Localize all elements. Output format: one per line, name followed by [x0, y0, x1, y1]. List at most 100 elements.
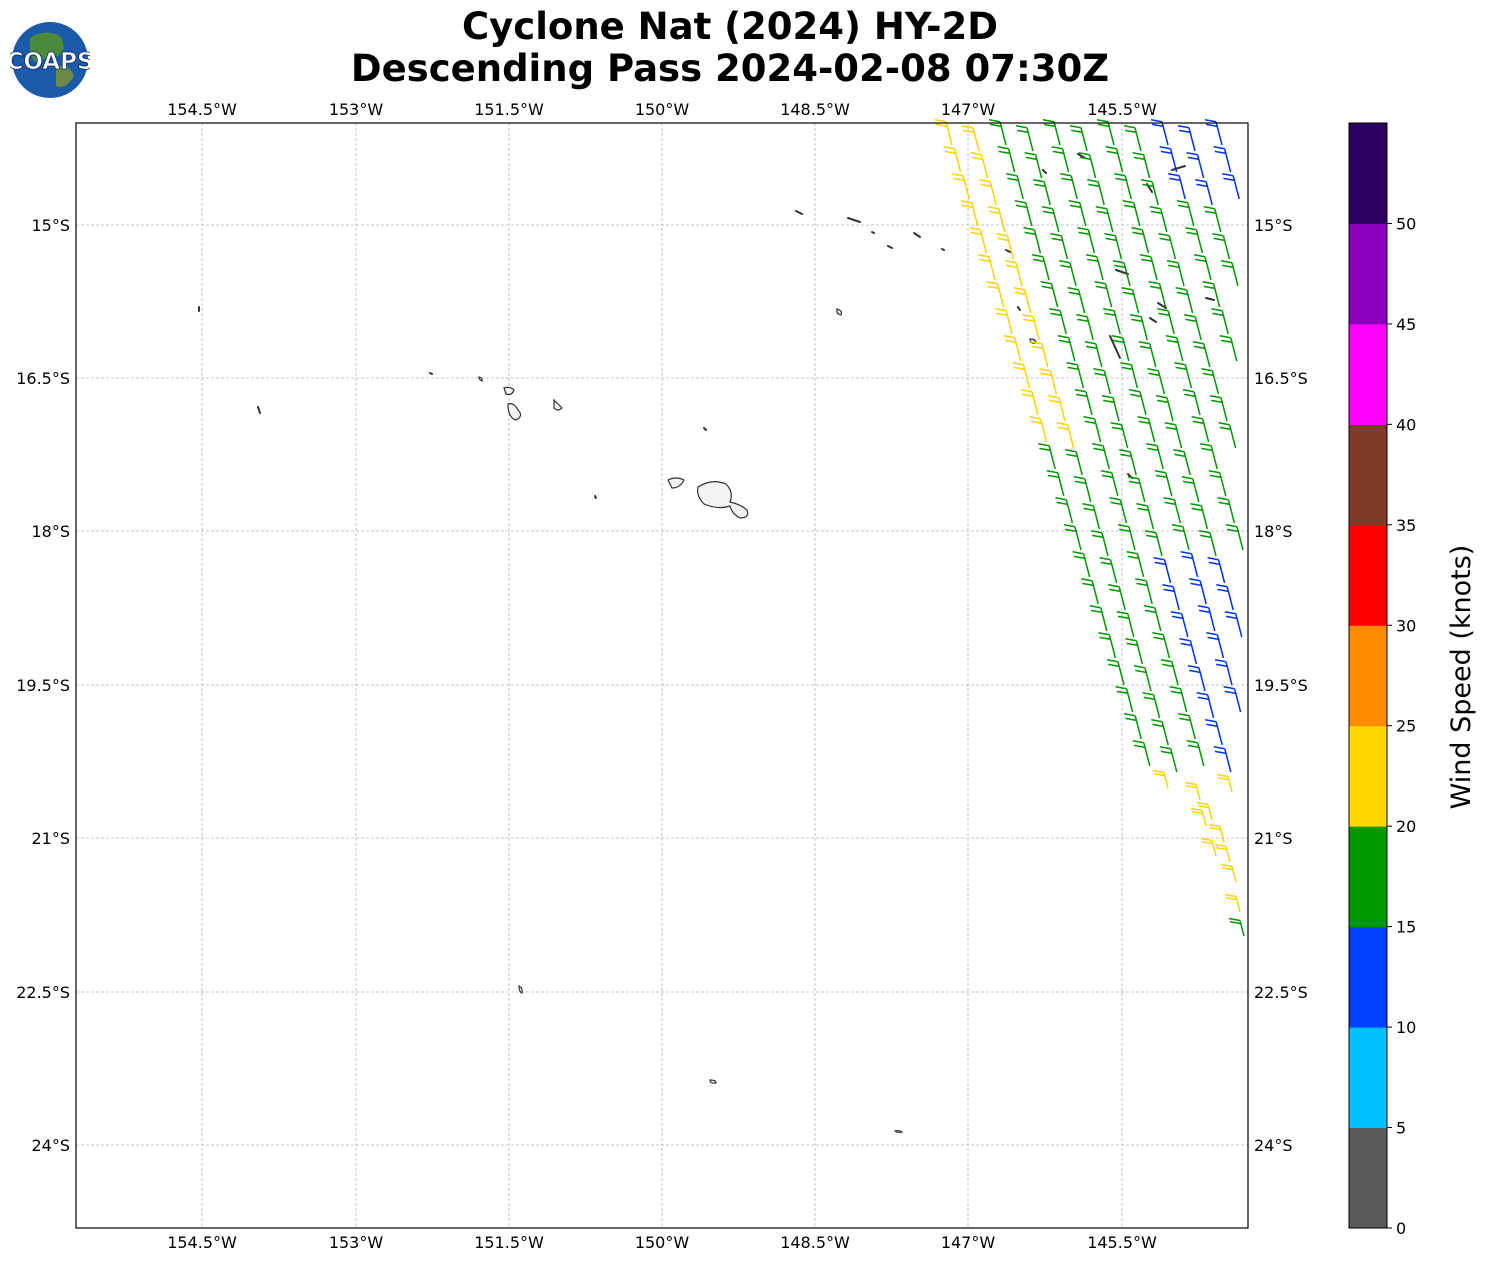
wind-barb [1143, 605, 1162, 632]
wind-barb [1228, 917, 1245, 937]
wind-barb [1116, 611, 1135, 638]
wind-barb [1108, 584, 1126, 611]
wind-barb [1020, 389, 1039, 416]
wind-barb [1078, 152, 1097, 179]
colorbar-ticks: 0 5 10 15 20 25 30 35 40 45 50 [1387, 214, 1416, 1238]
wind-barb [1029, 416, 1048, 443]
wind-barb [1056, 422, 1075, 449]
page-title: Cyclone Nat (2024) HY-2D Descending Pass… [230, 6, 1230, 90]
wind-barb [1006, 173, 1024, 200]
wind-barb [1124, 713, 1142, 740]
wind-barb [1168, 173, 1186, 200]
lat-tick-label: 18°S [31, 522, 70, 541]
colorbar-tick-label: 30 [1396, 616, 1416, 635]
wind-barbs [934, 119, 1245, 937]
wind-barb [1106, 659, 1125, 686]
wind-barb [1094, 281, 1113, 308]
wind-barb [1135, 578, 1153, 605]
lon-tick-label: 154.5°W [167, 100, 237, 119]
wind-barb [1157, 308, 1175, 335]
wind-barb [1055, 497, 1074, 524]
lat-tick-label: 22.5°S [16, 983, 70, 1002]
wind-barb [1077, 227, 1096, 254]
title-line-2: Descending Pass 2024-02-08 07:30Z [350, 47, 1110, 90]
lon-tick-label: 151.5°W [474, 100, 544, 119]
wind-barb [1209, 395, 1228, 422]
islet-mark [887, 245, 893, 249]
colorbar-segment [1349, 524, 1387, 626]
colorbar-tick-label: 40 [1396, 415, 1416, 434]
wind-barb [1098, 632, 1117, 659]
wind-barb [1003, 335, 1022, 362]
wind-barb [1190, 503, 1209, 530]
lon-ticks-bottom: 154.5°W 153°W 151.5°W 150°W 148.5°W 147°W 145.… [167, 1233, 1157, 1252]
wind-barb [1202, 281, 1221, 308]
colorbar-tick-label: 25 [1396, 717, 1416, 736]
wind-barb [934, 119, 953, 146]
wind-barb [1012, 362, 1031, 389]
wind-barb [1170, 611, 1189, 638]
islet-mark [1005, 249, 1011, 253]
wind-barb [1158, 233, 1177, 260]
wind-barb [1024, 152, 1043, 179]
lon-tick-label: 153°W [329, 100, 384, 119]
wind-barb [1063, 524, 1082, 551]
colorbar-segment [1349, 926, 1387, 1028]
wind-barb [1164, 422, 1183, 449]
lat-ticks-right: 15°S 16.5°S 18°S 19.5°S 21°S 22.5°S 24°S [1254, 216, 1308, 1155]
lon-tick-label: 145.5°W [1087, 100, 1157, 119]
wind-barb [1073, 476, 1092, 503]
wind-barb [1115, 686, 1134, 713]
wind-barb [997, 146, 1016, 173]
wind-barb [1155, 395, 1174, 422]
islet-mark [1017, 306, 1021, 311]
wind-barb [1087, 179, 1105, 206]
wind-barb [1173, 449, 1191, 476]
wind-barb [1040, 281, 1059, 308]
wind-barb [1214, 843, 1231, 863]
island-outline [709, 1079, 717, 1084]
wind-barb [1046, 470, 1065, 497]
wind-barb [1193, 254, 1212, 281]
lat-tick-label: 19.5°S [1254, 676, 1308, 695]
wind-barb [1111, 335, 1130, 362]
island-outline [518, 985, 523, 994]
wind-barb [1144, 530, 1163, 557]
wind-barb [1214, 659, 1233, 686]
island-outline [667, 477, 685, 489]
wind-barb [1165, 335, 1184, 362]
wind-barb [1136, 503, 1155, 530]
wind-barb [979, 179, 997, 206]
wind-barb [1184, 314, 1202, 341]
wind-barb [1123, 125, 1142, 152]
colorbar-tick-label: 15 [1396, 918, 1416, 937]
lat-tick-label: 24°S [1254, 1136, 1293, 1155]
islet-mark [1171, 165, 1186, 171]
wind-barb [1200, 837, 1217, 857]
wind-barb [1130, 314, 1148, 341]
colorbar-segment [1349, 1127, 1387, 1229]
wind-barb [1196, 692, 1215, 719]
wind-barb [1192, 341, 1211, 368]
colorbar-tick-label: 0 [1396, 1219, 1406, 1238]
wind-barb [1182, 389, 1201, 416]
wind-barb [995, 308, 1013, 335]
wind-barb [1081, 578, 1099, 605]
wind-barb [977, 254, 996, 281]
wind-barb [1089, 605, 1108, 632]
wind-barb [1041, 206, 1060, 233]
wind-barb [1100, 470, 1119, 497]
wind-barb [1175, 287, 1194, 314]
wind-barb [1141, 179, 1159, 206]
wind-barb [1096, 119, 1115, 146]
wind-barb [952, 173, 970, 200]
wind-barb [1060, 173, 1078, 200]
wind-barb [1139, 254, 1158, 281]
lon-tick-label: 148.5°W [780, 100, 850, 119]
wind-barb [1101, 395, 1120, 422]
lat-tick-label: 15°S [1254, 216, 1293, 235]
island-outline [893, 1130, 904, 1133]
wind-barb [1196, 801, 1213, 821]
wind-barb [969, 227, 988, 254]
wind-barb [1109, 497, 1128, 524]
